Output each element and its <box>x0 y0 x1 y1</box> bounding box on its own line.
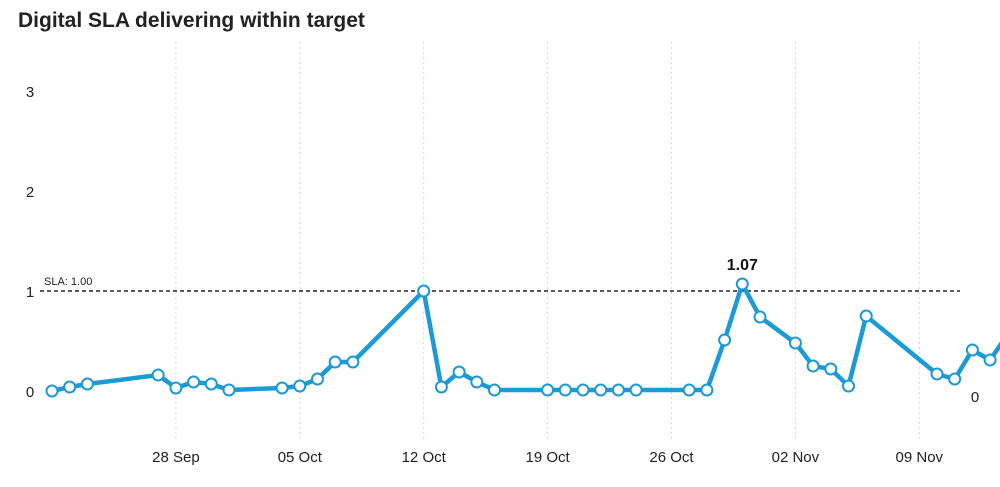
x-tick-label: 26 Oct <box>649 449 694 466</box>
data-point <box>151 368 165 382</box>
data-point <box>488 383 501 397</box>
y-tick-label: 3 <box>26 84 34 101</box>
x-tick-label: 28 Sep <box>152 449 200 466</box>
data-point <box>470 375 484 389</box>
data-point <box>434 380 448 394</box>
chart-title: Digital SLA delivering within target <box>18 9 365 32</box>
data-point <box>558 383 572 397</box>
data-point <box>169 381 183 395</box>
data-point <box>222 383 236 397</box>
data-point <box>541 383 555 397</box>
data-point <box>700 383 714 397</box>
data-point <box>417 284 431 298</box>
data-point <box>859 309 873 323</box>
data-point <box>80 377 94 391</box>
data-point <box>311 372 324 386</box>
sla-threshold-label: SLA: 1.00 <box>44 276 92 288</box>
x-tick-label: 09 Nov <box>896 449 944 466</box>
data-point <box>718 333 732 347</box>
data-point <box>346 355 360 369</box>
y-tick-label: 2 <box>26 184 34 201</box>
y-tick-label: 0 <box>26 384 34 401</box>
data-point <box>293 379 307 393</box>
data-point <box>576 383 590 397</box>
data-point <box>930 367 944 381</box>
data-point <box>682 383 696 397</box>
data-point <box>983 353 997 367</box>
data-point <box>45 384 59 398</box>
data-point <box>965 343 979 357</box>
peak-data-label: 1.07 <box>727 257 758 274</box>
x-tick-label: 02 Nov <box>772 449 820 466</box>
data-point <box>629 383 643 397</box>
data-point <box>735 277 749 291</box>
x-tick-label: 05 Oct <box>278 449 323 466</box>
data-point <box>204 377 218 391</box>
x-tick-label: 12 Oct <box>402 449 447 466</box>
data-point <box>948 372 962 386</box>
data-point <box>788 336 802 350</box>
data-point <box>187 375 201 389</box>
series-line <box>49 281 1000 394</box>
data-point <box>611 383 625 397</box>
data-point <box>753 310 767 324</box>
x-tick-label: 19 Oct <box>526 449 571 466</box>
data-point <box>806 359 820 373</box>
data-point <box>328 355 342 369</box>
data-point <box>275 381 289 395</box>
data-point <box>452 365 466 379</box>
data-point <box>63 380 77 394</box>
right-axis-tick-label: 0 <box>971 389 979 406</box>
data-point <box>824 362 838 376</box>
data-point <box>842 379 855 393</box>
y-tick-label: 1 <box>26 284 34 301</box>
data-point <box>594 383 608 397</box>
